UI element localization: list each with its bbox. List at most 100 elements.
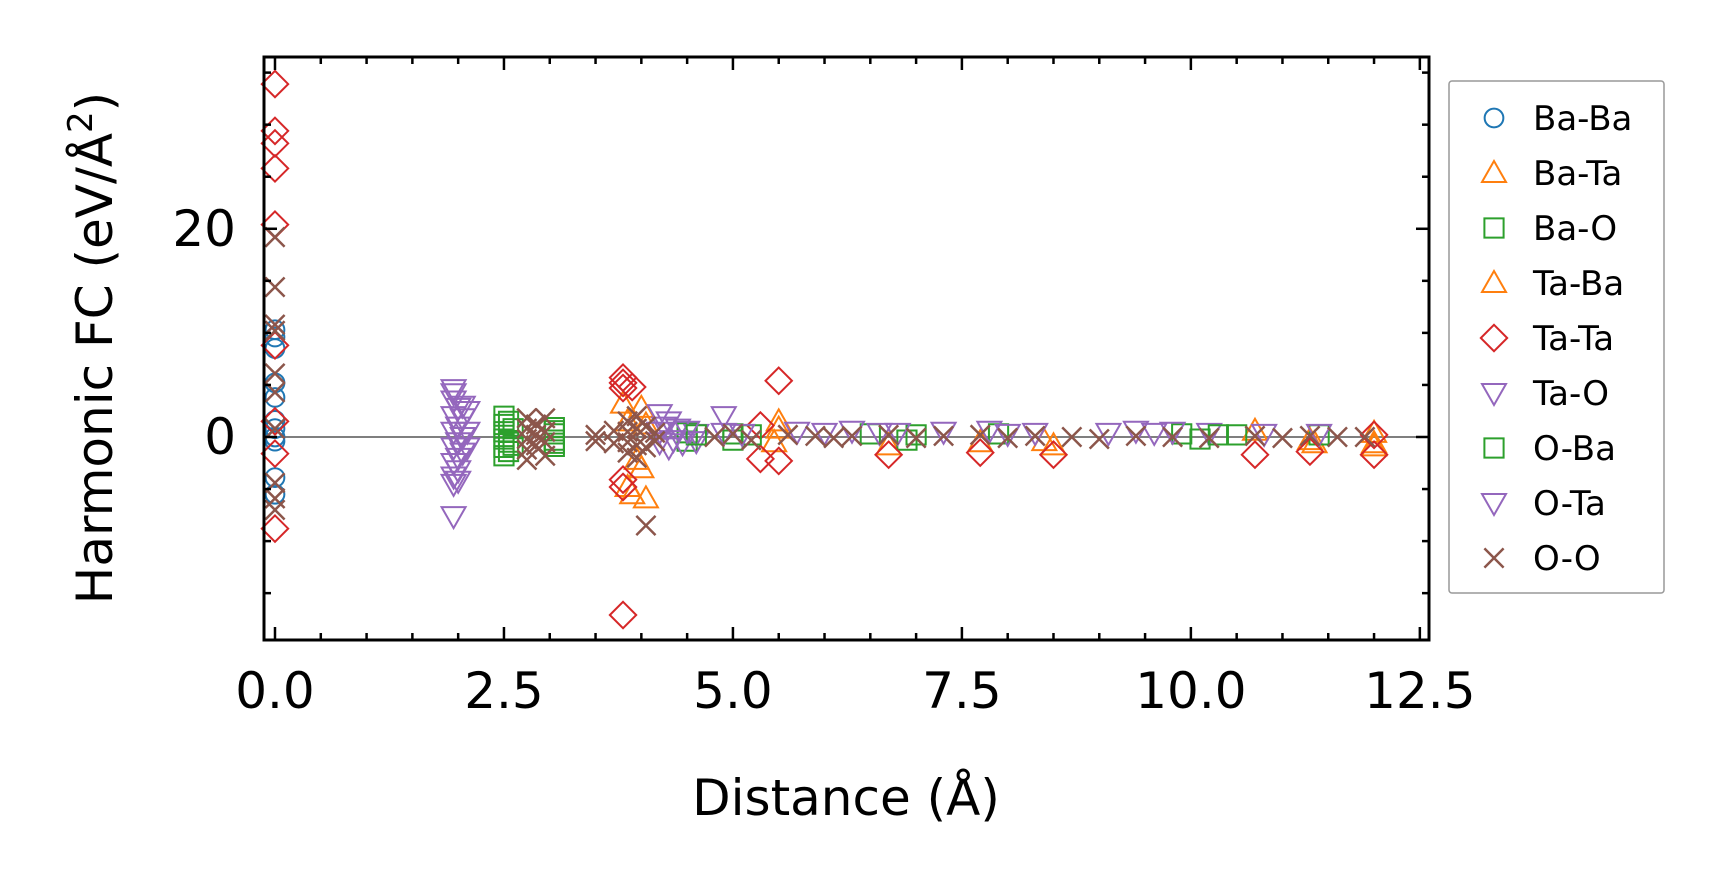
data-point-o-o	[969, 424, 991, 446]
legend-marker-o-ta	[1480, 493, 1508, 518]
data-point-o-o	[525, 414, 547, 435]
data-point-ta-o	[453, 400, 482, 425]
data-point-o-o	[1024, 425, 1046, 447]
data-point-ba-ta	[632, 484, 660, 509]
data-point-ta-ta	[608, 465, 638, 495]
y-axis-label-main: Harmonic FC (eV/Å	[66, 133, 124, 604]
data-point-o-o	[878, 424, 900, 446]
data-point-o-o	[264, 363, 286, 384]
data-point-ta-o	[453, 437, 482, 462]
data-point-ta-o	[1305, 423, 1333, 448]
data-point-ta-o	[449, 442, 477, 467]
data-point-o-o	[264, 499, 286, 521]
data-point-ta-o	[682, 431, 711, 456]
data-point-o-ta	[673, 420, 701, 445]
legend-label-ta-ta: Ta-Ta	[1532, 319, 1614, 359]
data-point-o-o	[1354, 426, 1376, 448]
x-tick-label: 12.5	[1364, 662, 1475, 720]
legend-marker-ba-ba	[1483, 107, 1505, 129]
data-point-o-o	[905, 427, 927, 449]
data-point-ta-o	[1021, 422, 1049, 447]
data-point-o-ta	[1140, 422, 1168, 447]
data-point-o-o	[1162, 426, 1184, 448]
data-point-ta-ta	[260, 69, 290, 99]
y-axis-label: Harmonic FC (eV/Å2)	[61, 92, 124, 604]
data-point-ta-ta	[260, 406, 290, 436]
data-point-ta-ta	[608, 368, 638, 398]
data-point-o-o	[635, 416, 657, 438]
data-point-ta-ta	[260, 153, 290, 184]
data-point-o-o	[635, 436, 657, 458]
data-point-ba-o	[493, 445, 515, 467]
data-point-o-o	[534, 445, 556, 467]
data-point-ta-o	[865, 422, 894, 447]
y-tick-label: 20	[172, 200, 236, 258]
data-point-o-o	[777, 424, 799, 446]
data-point-o-o	[264, 418, 286, 440]
data-point-o-ta	[659, 430, 688, 455]
data-point-ba-ta	[1360, 432, 1388, 457]
legend-marker-ta-ta	[1479, 323, 1509, 353]
data-point-ba-o	[1189, 428, 1211, 450]
legend-label-o-o: O-O	[1533, 539, 1601, 579]
data-point-o-o	[516, 449, 538, 471]
legend-marker-ta-ba	[1480, 268, 1508, 293]
y-axis-label-superscript: 2	[61, 111, 101, 133]
legend-marker-ba-o	[1483, 217, 1505, 239]
data-point-ta-ba	[609, 389, 637, 414]
data-point-ta-o	[439, 506, 468, 531]
data-point-o-o	[823, 427, 845, 449]
data-point-ba-ta	[618, 480, 646, 505]
y-axis-label-close: )	[66, 92, 124, 112]
x-tick-label: 10.0	[1135, 662, 1246, 720]
data-point-o-ba	[497, 440, 520, 463]
data-point-ta-ta	[608, 373, 638, 403]
x-tick-label: 2.5	[464, 662, 544, 720]
data-point-o-o	[644, 430, 666, 452]
data-point-ta-o	[1158, 421, 1187, 446]
data-point-ta-o	[838, 420, 866, 445]
data-point-o-o	[804, 425, 826, 447]
data-point-o-o	[997, 427, 1019, 449]
legend-marker-o-ba	[1483, 437, 1505, 459]
data-point-ta-ta	[1359, 440, 1389, 470]
data-point-o-o	[1088, 428, 1110, 450]
data-point-ta-ta	[260, 116, 290, 146]
data-point-ba-ta	[765, 407, 793, 432]
data-point-o-o	[534, 421, 556, 443]
x-tick-label: 7.5	[922, 662, 1002, 720]
legend-label-ba-ba: Ba-Ba	[1533, 99, 1632, 139]
data-point-o-o	[1326, 426, 1348, 448]
legend-label-ba-ta: Ba-Ta	[1533, 154, 1622, 194]
data-point-ta-o	[444, 447, 472, 472]
data-point-o-o	[264, 314, 286, 336]
data-point-ta-ta	[764, 366, 794, 396]
data-point-o-o	[1271, 427, 1293, 449]
data-point-o-o	[585, 424, 607, 446]
legend-marker-ba-ta	[1480, 158, 1508, 183]
data-point-ta-ta	[260, 513, 290, 544]
legend-label-ba-o: Ba-O	[1533, 209, 1617, 249]
data-point-o-o	[635, 514, 657, 536]
legend-label-ta-o: Ta-O	[1532, 374, 1609, 414]
legend-marker-ta-o	[1480, 383, 1508, 408]
data-point-o-ta	[993, 423, 1022, 448]
data-point-o-ta	[444, 470, 472, 495]
data-point-ta-ta	[260, 128, 290, 159]
data-point-ta-ta	[1240, 440, 1270, 470]
data-point-ta-o	[1122, 420, 1150, 445]
data-point-ta-o	[1195, 422, 1223, 447]
data-point-o-ta	[439, 383, 468, 408]
data-point-o-ta	[449, 395, 477, 420]
data-point-o-o	[644, 422, 666, 444]
y-tick-label: 0	[204, 408, 236, 466]
data-point-o-ba	[905, 424, 927, 446]
data-point-ta-ta	[874, 440, 904, 470]
data-point-o-o	[1061, 426, 1083, 448]
data-point-o-ba	[543, 432, 565, 454]
data-point-ta-ba	[623, 445, 651, 470]
data-point-ta-ta	[1038, 440, 1069, 470]
legend-box	[1448, 80, 1665, 594]
data-point-o-o	[722, 423, 744, 445]
legend-marker-o-o	[1483, 547, 1505, 569]
